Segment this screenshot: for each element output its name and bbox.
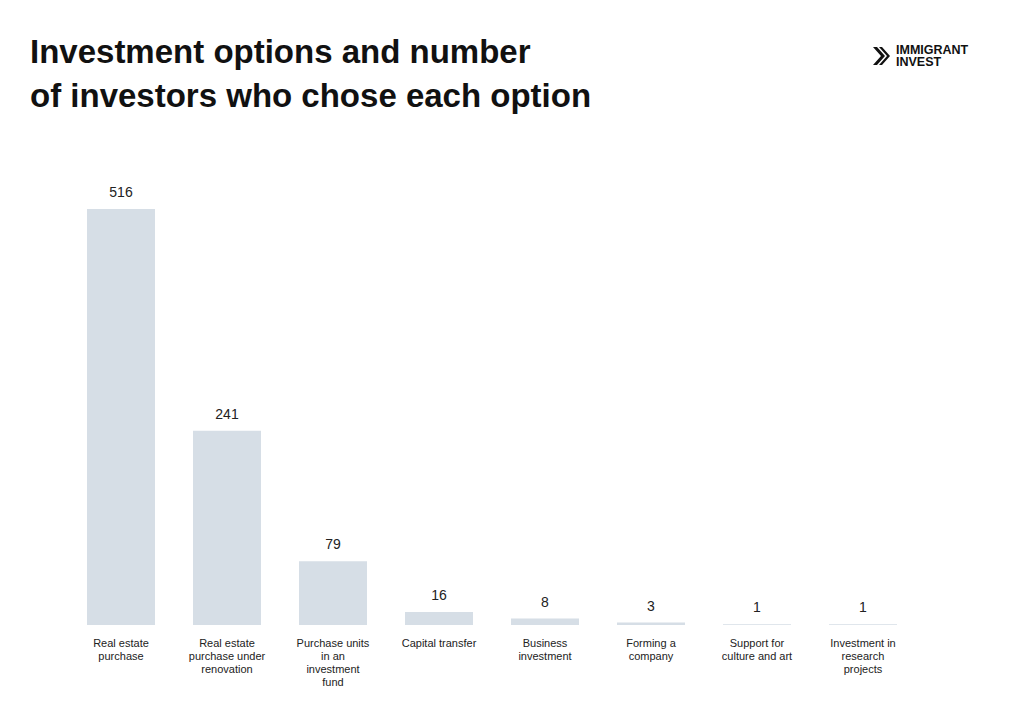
svg-text:16: 16 xyxy=(431,587,447,603)
svg-text:1: 1 xyxy=(753,599,761,615)
svg-text:Capital transfer: Capital transfer xyxy=(402,637,477,649)
svg-text:Real estatepurchase: Real estatepurchase xyxy=(93,637,149,662)
svg-text:Support forculture and art: Support forculture and art xyxy=(722,637,792,662)
svg-text:3: 3 xyxy=(647,598,655,614)
svg-text:Real estatepurchase underrenov: Real estatepurchase underrenovation xyxy=(189,637,266,675)
svg-text:Businessinvestment: Businessinvestment xyxy=(518,637,571,662)
svg-text:1: 1 xyxy=(859,599,867,615)
svg-text:8: 8 xyxy=(541,594,549,610)
svg-text:Forming acompany: Forming acompany xyxy=(626,637,676,662)
html-text:Investment options and number: Investment options and number of investo… xyxy=(30,33,592,114)
svg-text:516: 516 xyxy=(109,184,133,200)
svg-text:79: 79 xyxy=(325,536,341,552)
svg-text:Purchase unitsin aninvestmentf: Purchase unitsin aninvestmentfund xyxy=(297,637,370,689)
svg-text:241: 241 xyxy=(215,406,239,422)
html-text:IMMIGRANT INVEST: IMMIGRANT INVEST xyxy=(896,43,969,69)
svg-text:Investment inresearchprojects: Investment inresearchprojects xyxy=(830,637,895,675)
